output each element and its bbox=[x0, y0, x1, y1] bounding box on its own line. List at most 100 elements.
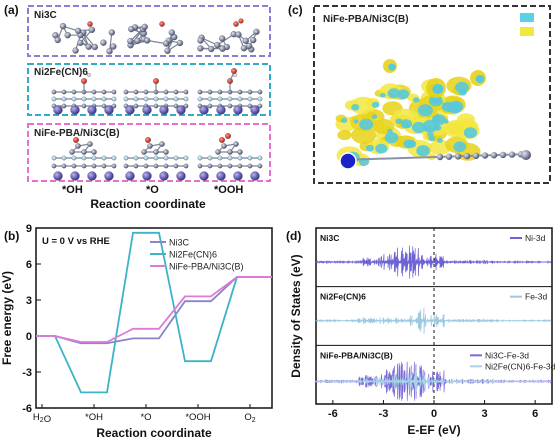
atom bbox=[143, 96, 149, 102]
atom bbox=[51, 96, 57, 102]
atom bbox=[71, 89, 77, 95]
isosurface-cyan bbox=[428, 135, 436, 142]
atom bbox=[54, 36, 61, 44]
atom bbox=[71, 96, 77, 102]
atom bbox=[153, 149, 159, 155]
atom bbox=[61, 155, 67, 161]
atom bbox=[237, 149, 243, 155]
atom bbox=[101, 96, 107, 102]
atom bbox=[153, 163, 159, 169]
atom bbox=[87, 141, 93, 147]
panel-b-series-line bbox=[36, 276, 272, 345]
panel-b-series bbox=[36, 231, 272, 394]
isosurface-cyan bbox=[384, 132, 399, 144]
atom bbox=[143, 155, 149, 161]
atom bbox=[219, 45, 226, 52]
atom bbox=[133, 163, 139, 169]
atom bbox=[238, 18, 244, 24]
bond bbox=[216, 33, 235, 46]
isosurface-cyan bbox=[371, 114, 378, 119]
panel-b-label: (b) bbox=[4, 229, 19, 243]
isosurface-yellow bbox=[337, 130, 352, 141]
panel-c-title: NiFe-PBA/Ni3C(B) bbox=[323, 14, 409, 25]
atom bbox=[242, 37, 249, 45]
atom bbox=[163, 40, 170, 47]
atom bbox=[81, 149, 87, 155]
panel-a-row2-title: Ni2Fe(CN)6 bbox=[34, 67, 88, 78]
panel-b-xtick-label: *OOH bbox=[185, 412, 210, 423]
panel-d-ylabel: Density of States (eV) bbox=[289, 254, 303, 377]
atom bbox=[106, 48, 113, 55]
atom bbox=[51, 89, 57, 95]
atom bbox=[73, 137, 79, 143]
panel-a-row1-box bbox=[27, 5, 271, 57]
panel-c-legend-yellow bbox=[520, 27, 534, 36]
atom bbox=[101, 89, 107, 95]
atom bbox=[110, 43, 117, 50]
atom bbox=[159, 21, 165, 27]
atom bbox=[247, 89, 253, 95]
panel-d-label: (d) bbox=[286, 229, 301, 243]
panel-b-legend: Ni3C Ni2Fe(CN)6 NiFe-PBA/Ni3C(B) bbox=[150, 238, 244, 272]
isosurface-cyan bbox=[447, 102, 462, 114]
atom bbox=[159, 105, 169, 115]
panel-c: (c) NiFe-PBA/Ni3C(B) bbox=[288, 3, 551, 184]
panel-b-ytick-label: -3 bbox=[22, 367, 32, 379]
atom bbox=[61, 89, 67, 95]
atom bbox=[51, 155, 57, 161]
atom bbox=[217, 155, 223, 161]
atom bbox=[499, 151, 507, 159]
substrate-bond bbox=[339, 153, 531, 161]
atom bbox=[72, 47, 79, 54]
isosurface-cyan bbox=[455, 81, 469, 94]
atom bbox=[141, 149, 147, 155]
panel-b-legend-label: Ni2Fe(CN)6 bbox=[169, 250, 217, 260]
isosurface-cyan bbox=[443, 119, 449, 124]
atom bbox=[51, 163, 57, 169]
charge-density-isosurface bbox=[335, 59, 531, 170]
atom bbox=[87, 105, 97, 115]
panel-d: (d) Density of States (eV) E-EF (eV) -6-… bbox=[286, 227, 556, 437]
panel-b-legend-label: Ni3C bbox=[169, 238, 190, 248]
atom bbox=[183, 155, 189, 161]
atom bbox=[199, 105, 209, 115]
atom bbox=[104, 105, 114, 115]
panel-d-legend-label: Fe-3d bbox=[525, 292, 547, 302]
atom bbox=[235, 31, 242, 38]
atom bbox=[101, 155, 107, 161]
atom bbox=[197, 163, 203, 169]
atom bbox=[141, 23, 148, 30]
bond bbox=[108, 32, 113, 52]
atom bbox=[53, 171, 63, 181]
panel-a: (a) Ni3C Ni2Fe(CN)6 NiFe-PBA/Ni3C(B) *OH… bbox=[4, 3, 271, 211]
atom bbox=[64, 32, 71, 39]
atom bbox=[133, 155, 139, 161]
panel-d-legend-label: Ni-3d bbox=[525, 233, 546, 243]
panel-a-row3-box bbox=[27, 123, 271, 182]
isosurface-cyan bbox=[463, 127, 478, 139]
panel-b-ytick-label: -6 bbox=[22, 403, 32, 415]
atom bbox=[245, 42, 253, 50]
atom bbox=[111, 155, 117, 161]
atom bbox=[237, 155, 243, 161]
isosurface-cyan bbox=[397, 89, 410, 100]
isosurface-cyan bbox=[428, 95, 443, 107]
atom bbox=[247, 163, 253, 169]
atom bbox=[111, 96, 117, 102]
atom bbox=[207, 103, 213, 109]
atom bbox=[176, 171, 186, 181]
atom bbox=[88, 26, 96, 34]
atom bbox=[250, 36, 257, 44]
atom bbox=[219, 137, 225, 143]
isosurface-yellow bbox=[351, 126, 377, 144]
atom bbox=[163, 155, 169, 161]
isosurface-cyan bbox=[475, 75, 485, 83]
isosurface-cyan bbox=[341, 117, 348, 123]
panel-a-label: (a) bbox=[4, 3, 19, 17]
atom bbox=[173, 103, 179, 109]
atom bbox=[147, 143, 153, 149]
panel-d-xtick-label: 6 bbox=[532, 408, 538, 420]
atom bbox=[221, 143, 227, 149]
atom bbox=[163, 163, 169, 169]
